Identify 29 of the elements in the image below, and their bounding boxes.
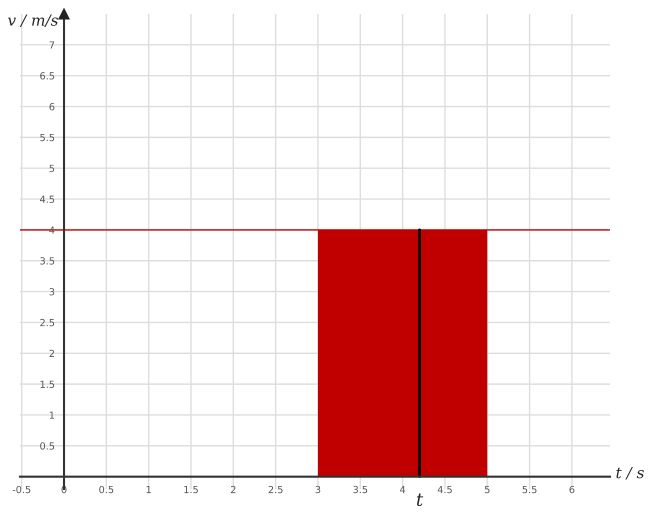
x-axis-title: t / s <box>616 466 644 480</box>
x-tick-label: 6 <box>569 486 574 494</box>
y-tick-label: 4.5 <box>40 196 54 203</box>
ref-line-label: t <box>416 494 424 506</box>
y-tick-label: 2 <box>50 350 54 357</box>
x-tick-label: 3 <box>316 486 320 494</box>
y-tick-label: 7 <box>50 41 54 49</box>
x-tick-label: 2 <box>230 486 236 494</box>
x-tick-label: 4.5 <box>438 486 452 494</box>
y-tick-label: 5 <box>50 164 54 172</box>
y-tick-label: 5.5 <box>40 134 54 142</box>
y-tick-label: 1 <box>50 412 54 419</box>
y-tick-label: 1.5 <box>40 380 54 388</box>
x-tick-label: 5.5 <box>522 486 536 494</box>
y-tick-label: 6 <box>49 103 54 110</box>
x-tick-label: 3.5 <box>353 486 368 494</box>
x-tick-label: 1.5 <box>184 486 198 494</box>
x-tick-label: 2.5 <box>268 486 283 494</box>
y-tick-label: 2.5 <box>40 318 54 326</box>
x-tick-label: 4 <box>400 486 406 494</box>
y-tick-label: 6.5 <box>40 72 54 80</box>
y-tick-label: 3.5 <box>40 257 54 265</box>
x-tick-label: -0.5 <box>12 486 30 494</box>
x-tick-label: 5 <box>484 486 490 494</box>
y-tick-label: 3 <box>50 288 54 296</box>
y-tick-label: 0.5 <box>40 442 54 450</box>
y-axis-title: v / m/s <box>8 14 58 28</box>
x-tick-label: 1 <box>146 486 151 494</box>
x-tick-label: 0.5 <box>99 486 114 494</box>
